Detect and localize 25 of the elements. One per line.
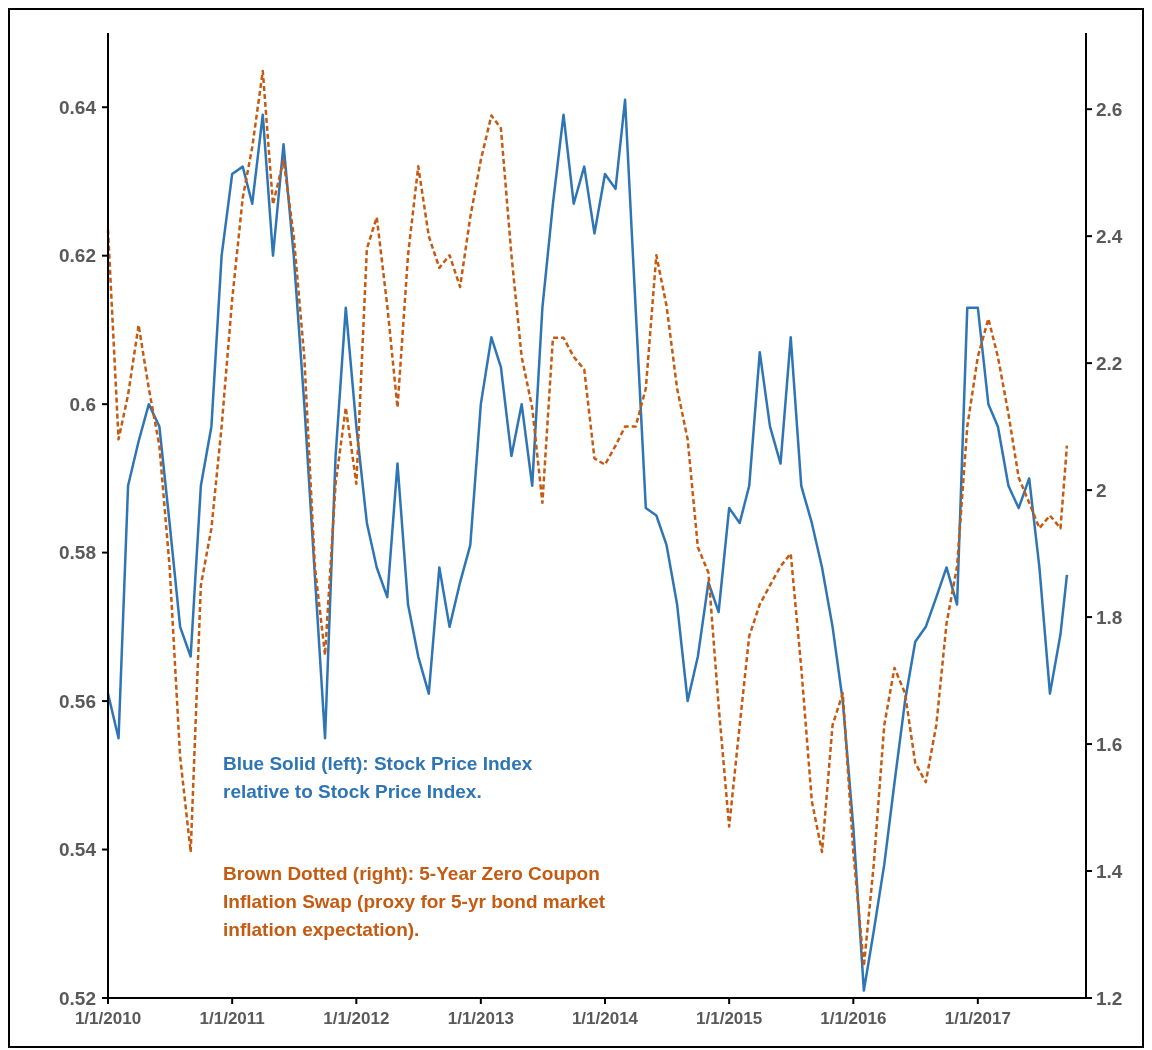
y2-tick-label: 1.8 [1096, 606, 1123, 628]
y2-tick-label: 1.6 [1096, 733, 1123, 755]
x-tick-label: 1/1/2014 [571, 1009, 639, 1028]
y-tick-label: 0.62 [59, 245, 96, 267]
x-tick-label: 1/1/2013 [447, 1009, 514, 1028]
x-tick-label: 1/1/2016 [820, 1009, 887, 1028]
y2-tick-label: 2.2 [1096, 352, 1123, 374]
annotation: Brown Dotted (right): 5-Year Zero Coupon Inflation Swap (proxy for 5-yr bond market inflation expectation). [223, 863, 606, 940]
y-tick-label: 0.58 [59, 542, 96, 564]
y2-tick-label: 2.4 [1096, 225, 1123, 247]
x-tick-label: 1/1/2012 [323, 1009, 390, 1028]
x-tick-label: 1/1/2010 [74, 1009, 142, 1028]
y-tick-label: 0.6 [69, 393, 96, 415]
y-tick-label: 0.52 [59, 987, 96, 1009]
y-tick-label: 0.56 [59, 690, 96, 712]
y2-tick-label: 1.2 [1096, 987, 1123, 1009]
y-tick-label: 0.64 [59, 96, 97, 118]
y2-tick-label: 2.6 [1096, 98, 1123, 120]
x-tick-label: 1/1/2011 [199, 1009, 265, 1028]
y2-tick-label: 1.4 [1096, 860, 1123, 882]
y2-tick-label: 2 [1096, 479, 1107, 501]
x-tick-label: 1/1/2017 [944, 1009, 1011, 1028]
annotation: Blue Solid (left): Stock Price Index relative to Stock Price Index. [223, 753, 533, 802]
x-tick-label: 1/1/2015 [696, 1009, 763, 1028]
y-tick-label: 0.54 [59, 839, 97, 861]
